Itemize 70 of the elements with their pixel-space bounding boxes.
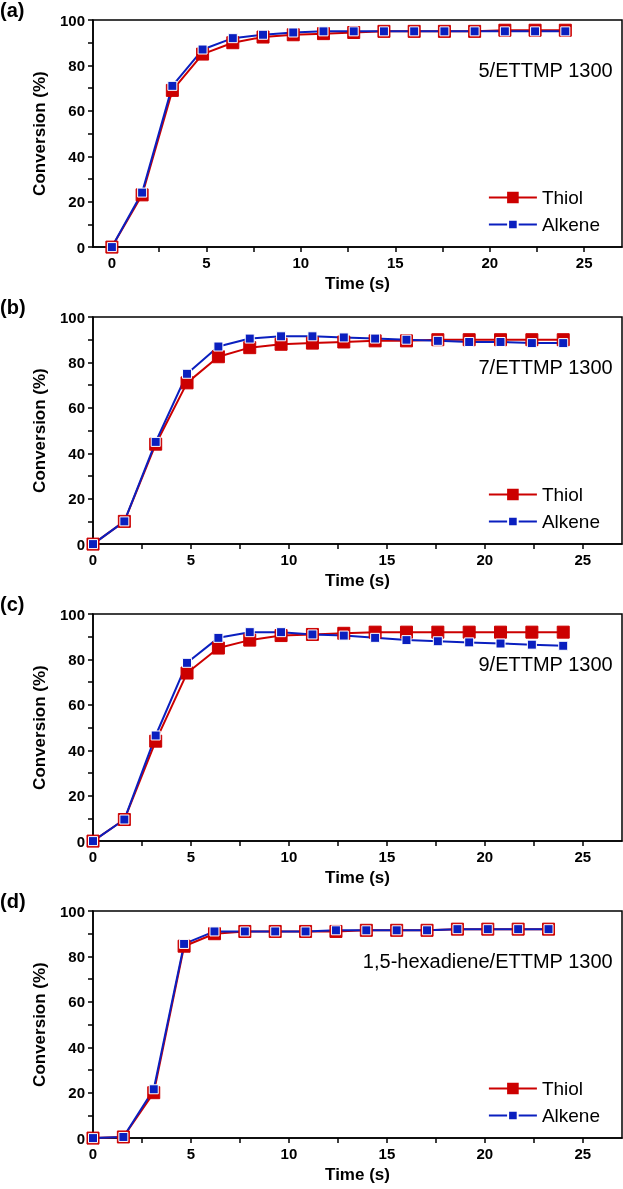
x-tick-label: 0 xyxy=(88,848,98,866)
y-tick-label: 100 xyxy=(59,308,85,326)
x-tick-label: 25 xyxy=(575,254,593,272)
x-tick-label: 0 xyxy=(88,1145,98,1163)
x-tick-label: 15 xyxy=(378,848,396,866)
chart-title: (c) xyxy=(0,593,25,615)
x-tick-label: 5 xyxy=(186,551,196,569)
y-tick-label: 0 xyxy=(76,535,85,553)
x-axis-title: Time (s) xyxy=(325,1165,390,1184)
x-tick-label: 10 xyxy=(292,254,310,272)
x-tick-label: 15 xyxy=(378,551,396,569)
annotation: 9/ETTMP 1300 xyxy=(478,653,613,675)
chart-title: (b) xyxy=(0,296,26,318)
y-tick-label: 20 xyxy=(68,490,85,508)
x-axis-title: Time (s) xyxy=(325,274,390,293)
x-tick-label: 20 xyxy=(481,254,499,272)
x-tick-label: 15 xyxy=(378,1145,396,1163)
legend-label: Thiol xyxy=(541,484,584,505)
y-tick-label: 80 xyxy=(68,650,85,668)
x-tick-label: 0 xyxy=(107,254,117,272)
y-tick-label: 40 xyxy=(68,741,85,759)
y-tick-label: 100 xyxy=(59,605,85,623)
legend-label: Alkene xyxy=(541,214,601,235)
legend-label: Alkene xyxy=(541,511,601,532)
x-tick-label: 5 xyxy=(186,848,196,866)
chart-title: (a) xyxy=(0,0,25,21)
y-tick-label: 0 xyxy=(76,832,85,850)
y-axis-title: Conversion (%) xyxy=(30,962,49,1087)
y-tick-label: 20 xyxy=(68,193,85,211)
x-tick-label: 10 xyxy=(280,848,298,866)
y-tick-label: 60 xyxy=(68,993,85,1011)
y-tick-label: 60 xyxy=(68,102,85,120)
y-axis-title: Conversion (%) xyxy=(30,665,49,790)
x-tick-label: 10 xyxy=(280,1145,298,1163)
x-tick-label: 0 xyxy=(88,551,98,569)
x-tick-label: 25 xyxy=(574,848,592,866)
y-tick-label: 0 xyxy=(76,238,85,256)
annotation: 5/ETTMP 1300 xyxy=(478,59,613,81)
x-tick-label: 5 xyxy=(202,254,211,272)
y-tick-label: 20 xyxy=(68,787,85,805)
x-tick-label: 20 xyxy=(476,551,494,569)
y-tick-label: 40 xyxy=(68,444,85,462)
y-tick-label: 100 xyxy=(59,902,85,920)
legend-label: Alkene xyxy=(541,1105,601,1126)
x-tick-label: 5 xyxy=(186,1145,196,1163)
x-tick-label: 20 xyxy=(476,1145,494,1163)
y-tick-label: 100 xyxy=(59,11,85,29)
y-tick-label: 80 xyxy=(68,353,85,371)
x-tick-label: 10 xyxy=(280,551,298,569)
x-tick-label: 15 xyxy=(386,254,404,272)
x-tick-label: 25 xyxy=(574,551,592,569)
chart-title: (d) xyxy=(0,890,26,912)
x-axis-title: Time (s) xyxy=(325,868,390,887)
y-tick-label: 20 xyxy=(68,1084,85,1102)
y-tick-label: 60 xyxy=(68,399,85,417)
y-tick-label: 40 xyxy=(68,1038,85,1056)
y-tick-label: 60 xyxy=(68,696,85,714)
annotation: 1,5-hexadiene/ETTMP 1300 xyxy=(362,950,613,972)
y-tick-label: 0 xyxy=(76,1129,85,1147)
legend-label: Thiol xyxy=(541,1078,584,1099)
y-tick-label: 80 xyxy=(68,56,85,74)
y-tick-label: 40 xyxy=(68,147,85,165)
y-axis-title: Conversion (%) xyxy=(30,71,49,196)
x-tick-label: 20 xyxy=(476,848,494,866)
x-tick-label: 25 xyxy=(574,1145,592,1163)
legend-label: Thiol xyxy=(541,187,584,208)
x-axis-title: Time (s) xyxy=(325,571,390,590)
annotation: 7/ETTMP 1300 xyxy=(478,356,613,378)
y-axis-title: Conversion (%) xyxy=(30,368,49,493)
y-tick-label: 80 xyxy=(68,947,85,965)
